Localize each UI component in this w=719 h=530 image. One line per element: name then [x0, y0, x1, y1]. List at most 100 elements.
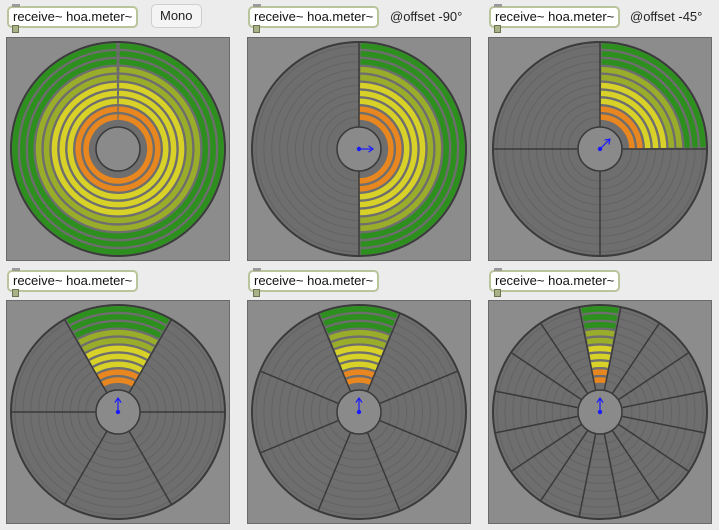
meter-level-arc: [586, 337, 614, 345]
outlet-port[interactable]: [253, 25, 260, 33]
receive-object-5[interactable]: receive~ hoa.meter~: [248, 268, 380, 297]
meter-center: [95, 126, 141, 172]
meter-channel-divider: [379, 370, 459, 405]
vector-arrow: [599, 138, 611, 150]
meter-channel-divider: [128, 318, 173, 394]
meter-level-arc: [600, 90, 659, 149]
meter-channel-divider: [621, 390, 706, 409]
meter-level-arc: [340, 361, 378, 371]
meter-level-arc: [320, 306, 398, 319]
meter-channel-divider: [611, 429, 661, 502]
outlet-port[interactable]: [12, 25, 19, 33]
vector-arrow-head: [114, 396, 122, 403]
meter-level-arc: [600, 106, 643, 149]
meter-level-arc: [51, 82, 185, 216]
outlet-port[interactable]: [494, 25, 501, 33]
vector-arrow-head: [596, 396, 604, 403]
meter-level-arc: [35, 66, 201, 232]
receive-object-label: receive~ hoa.meter~: [13, 9, 133, 24]
meter-level-arc: [346, 377, 372, 385]
vector-origin: [597, 409, 603, 415]
inlet-port[interactable]: [12, 268, 20, 271]
meter-channel-divider: [611, 322, 661, 395]
hoa-meter-4ch[interactable]: [488, 37, 712, 261]
meter-level-arc: [337, 353, 381, 363]
meter-level-arc: [360, 82, 426, 216]
meter-level-arc: [66, 306, 170, 325]
meter-channel-divider: [603, 306, 622, 391]
meter-channel-divider: [578, 433, 597, 518]
receive-object-label: receive~ hoa.meter~: [13, 273, 133, 288]
meter-level-arc: [601, 82, 667, 148]
outlet-port[interactable]: [12, 289, 19, 297]
meter-level-arc: [360, 51, 457, 247]
meter-level-arc: [359, 98, 410, 200]
vector-arrow-head: [355, 396, 363, 403]
meter-level-arc: [343, 369, 375, 378]
hoa-meter-mono[interactable]: [6, 37, 230, 261]
meter-channel-divider: [128, 430, 173, 506]
inlet-port[interactable]: [494, 268, 502, 271]
receive-object-1[interactable]: receive~ hoa.meter~: [7, 4, 139, 33]
meter-level-arc: [59, 90, 177, 208]
meter-level-arc: [359, 114, 394, 184]
offset-attribute-label: @offset -90°: [390, 9, 463, 24]
meter-level-arc: [592, 369, 608, 376]
meter-level-arc: [591, 361, 609, 368]
meter-channel-divider: [259, 370, 339, 405]
inlet-port[interactable]: [12, 4, 20, 7]
mono-message[interactable]: Mono: [151, 4, 202, 28]
meter-level-arc: [359, 106, 402, 192]
meter-channel-divider: [539, 322, 589, 395]
meter-channel-divider: [379, 419, 459, 454]
vector-origin: [356, 409, 362, 415]
receive-object-6[interactable]: receive~ hoa.meter~: [489, 268, 621, 297]
hoa-meter-6ch[interactable]: [6, 300, 230, 524]
meter-level-arc: [581, 306, 619, 314]
meter-level-arc: [601, 66, 683, 148]
meter-level-arc: [89, 353, 147, 366]
meter-level-arc: [67, 98, 169, 200]
meter-level-arc: [593, 377, 607, 384]
meter-channel-divider: [621, 415, 706, 434]
hoa-meter-2ch[interactable]: [247, 37, 471, 261]
receive-object-label: receive~ hoa.meter~: [495, 9, 615, 24]
meter-channel-divider: [63, 318, 108, 394]
outlet-port[interactable]: [494, 289, 501, 297]
receive-object-2[interactable]: receive~ hoa.meter~: [248, 4, 380, 33]
meter-channel-divider: [494, 415, 579, 434]
meter-channel-divider: [317, 432, 352, 512]
meter-level-arc: [82, 337, 154, 352]
meter-level-arc: [583, 322, 617, 329]
meter-level-arc: [601, 58, 691, 148]
inlet-port[interactable]: [253, 268, 261, 271]
vector-origin: [356, 146, 362, 152]
meter-channel-divider: [617, 423, 690, 473]
meter-channel-divider: [578, 306, 597, 391]
vector-arrow-head: [368, 145, 375, 153]
meter-channel-divider: [494, 390, 579, 409]
meter-level-arc: [601, 43, 706, 148]
receive-object-label: receive~ hoa.meter~: [254, 273, 374, 288]
hoa-meter-8ch[interactable]: [247, 300, 471, 524]
meter-level-arc: [70, 314, 166, 332]
meter-level-arc: [328, 329, 390, 341]
meter-level-arc: [12, 43, 224, 255]
receive-object-label: receive~ hoa.meter~: [495, 273, 615, 288]
meter-level-arc: [334, 345, 384, 356]
receive-object-4[interactable]: receive~ hoa.meter~: [7, 268, 139, 297]
meter-channel-divider: [617, 351, 690, 401]
meter-level-arc: [93, 361, 143, 373]
outlet-port[interactable]: [253, 289, 260, 297]
receive-object-3[interactable]: receive~ hoa.meter~: [489, 4, 621, 33]
hoa-meter-16ch[interactable]: [488, 300, 712, 524]
meter-channel-divider: [510, 423, 583, 473]
meter-level-arc: [588, 345, 612, 353]
meter-level-arc: [323, 314, 395, 327]
meter-level-arc: [589, 353, 611, 360]
inlet-port[interactable]: [253, 4, 261, 7]
meter-level-arc: [83, 114, 153, 184]
meter-level-arc: [600, 98, 651, 149]
meter-channel-divider: [603, 433, 622, 518]
inlet-port[interactable]: [494, 4, 502, 7]
